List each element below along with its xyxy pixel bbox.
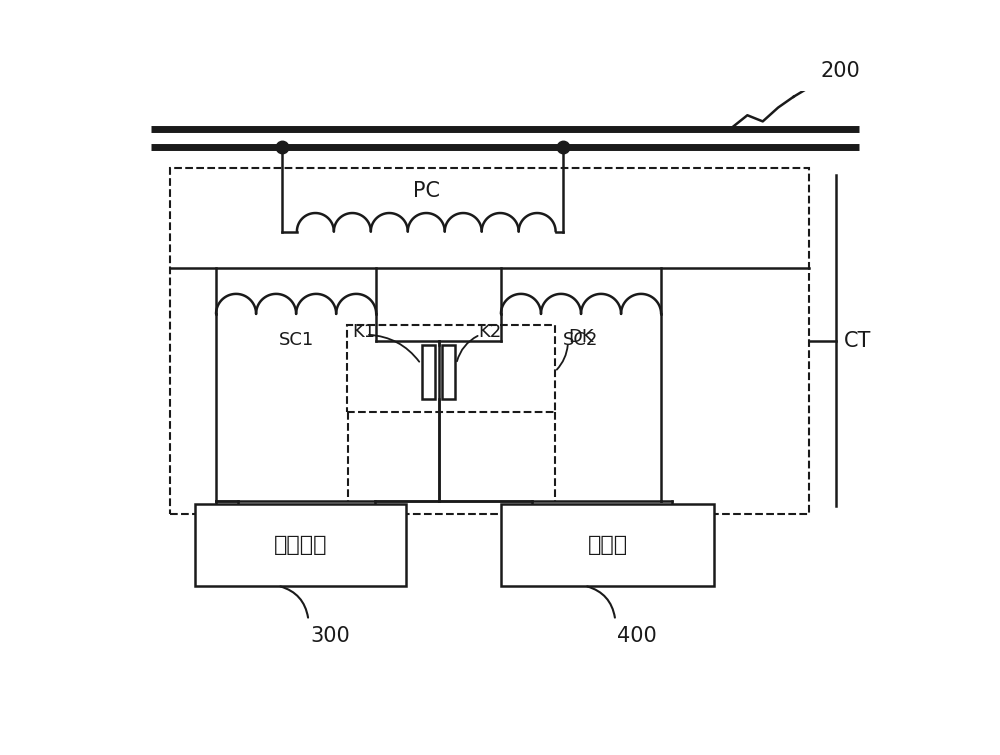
Text: SC2: SC2	[563, 331, 599, 349]
Text: 适配器: 适配器	[588, 535, 628, 555]
Bar	[442, 345, 455, 399]
Bar	[170, 168, 809, 514]
Bar	[422, 345, 435, 399]
Text: 300: 300	[310, 626, 350, 646]
Text: K2: K2	[478, 322, 501, 341]
Text: 400: 400	[617, 626, 657, 646]
Bar	[347, 325, 555, 411]
Text: K1: K1	[352, 322, 375, 341]
Bar	[195, 504, 406, 586]
Text: 200: 200	[820, 61, 860, 82]
Text: PC: PC	[413, 181, 440, 202]
Bar	[501, 504, 714, 586]
Text: DK: DK	[568, 328, 594, 346]
Text: CT: CT	[844, 331, 871, 351]
Text: SC1: SC1	[279, 331, 314, 349]
Text: 信号模块: 信号模块	[274, 535, 328, 555]
